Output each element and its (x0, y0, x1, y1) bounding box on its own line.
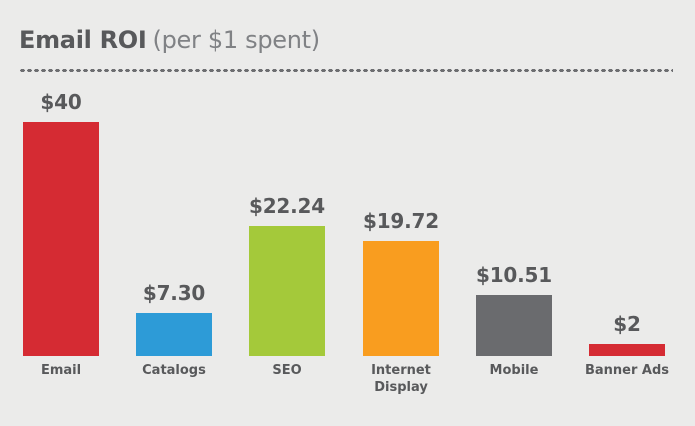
bar-group: $19.72 Internet Display (363, 0, 439, 395)
bar-value-label: $7.30 (142, 281, 206, 305)
bar-group: $40 Email (23, 0, 99, 378)
bar-column (136, 0, 212, 356)
bar-category-label: Internet Display (371, 363, 431, 395)
bar-column (363, 0, 439, 356)
bar-group: $22.24 SEO (249, 0, 325, 378)
bar[interactable] (249, 226, 325, 356)
chart-header: Email ROI (per $1 spent) (19, 28, 320, 52)
page-title: Email ROI (19, 26, 147, 54)
page-subtitle: (per $1 spent) (152, 26, 321, 54)
bar-column (589, 0, 665, 356)
bar[interactable] (23, 122, 99, 356)
bar[interactable] (476, 295, 552, 356)
bar[interactable] (136, 313, 212, 356)
bar[interactable] (589, 344, 665, 356)
bar-column (23, 0, 99, 356)
title-divider (19, 68, 673, 73)
bar-category-label: Catalogs (142, 363, 206, 378)
bar-category-label: Email (40, 363, 82, 378)
bar-group: $2 Banner Ads (585, 0, 669, 378)
bar-group: $7.30 Catalogs (136, 0, 212, 378)
bar-value-label: $2 (613, 312, 641, 336)
bar-value-label: $40 (40, 90, 82, 114)
bar-value-label: $19.72 (363, 209, 439, 233)
bar-category-label: Banner Ads (584, 363, 670, 378)
bar-value-label: $10.51 (476, 263, 552, 287)
bar-column (476, 0, 552, 356)
bar-value-label: $22.24 (249, 194, 325, 218)
bar-column (249, 0, 325, 356)
bar-category-label: SEO (272, 363, 302, 378)
bar[interactable] (363, 241, 439, 356)
bar-category-label: Mobile (489, 363, 539, 378)
bar-group: $10.51 Mobile (476, 0, 552, 378)
